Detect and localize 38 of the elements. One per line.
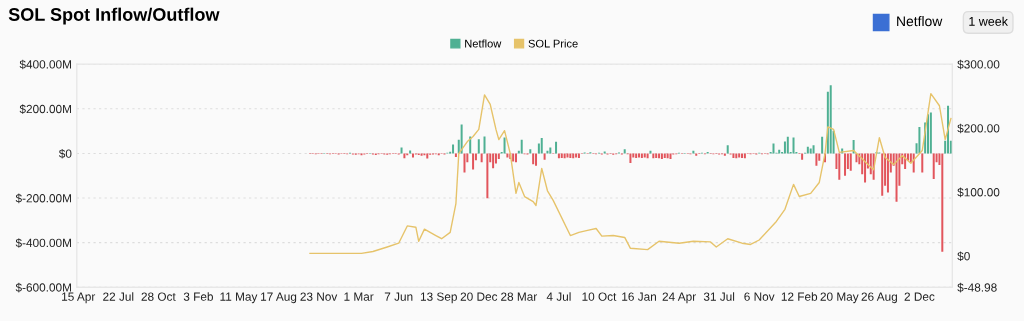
x-tick-label: 28 Mar — [501, 292, 538, 301]
x-tick-label: 24 Apr — [662, 292, 696, 304]
y2-tick-label: $100.00 — [957, 187, 1000, 198]
y2-tick-label: $200.00 — [957, 123, 1000, 134]
x-tick-label: 1 Mar — [344, 292, 374, 301]
y-tick-label: $-400.00M — [15, 238, 71, 248]
x-tick-label: 31 Jul — [703, 292, 735, 301]
x-tick-label: 23 Nov — [300, 292, 338, 301]
y-tick-label: $400.00M — [19, 59, 71, 70]
y-tick-label: $0 — [58, 148, 72, 159]
text: Netflow — [897, 16, 943, 27]
chart-title: SOL Spot Inflow/Outflow — [8, 7, 220, 25]
x-tick-label: 26 Aug — [861, 292, 897, 304]
x-tick-label: 4 Jul — [546, 292, 571, 301]
x-tick-label: 16 Jan — [622, 292, 656, 301]
x-tick-label: 20 May — [820, 292, 859, 304]
x-tick-label: 7 Jun — [384, 292, 413, 301]
y2-tick-label: $-48.98 — [957, 282, 997, 293]
x-tick-label: 11 May — [220, 292, 258, 304]
legend-label: Netflow — [465, 39, 502, 48]
text: 1 week — [969, 16, 1008, 26]
x-tick-label: 20 Dec — [460, 292, 498, 301]
x-tick-label: 10 Oct — [582, 292, 617, 301]
y-tick-label: $200.00M — [19, 104, 71, 114]
x-tick-label: 13 Sep — [420, 292, 457, 304]
x-tick-label: 28 Oct — [141, 292, 176, 301]
x-tick-label: 2 Dec — [904, 292, 935, 301]
x-tick-label: 12 Feb — [781, 292, 818, 301]
x-tick-label: 17 Aug — [261, 292, 297, 304]
y-tick-label: $-600.00M — [15, 282, 71, 293]
y2-tick-label: $300.00 — [957, 59, 1000, 70]
x-tick-label: 3 Feb — [183, 292, 213, 301]
y2-tick-label: $0 — [957, 251, 970, 262]
x-tick-label: 6 Nov — [744, 292, 775, 301]
y-tick-label: $-200.00M — [15, 193, 71, 204]
legend-label: SOL Price — [528, 39, 578, 48]
x-tick-label: 15 Apr — [62, 292, 96, 304]
x-tick-label: 22 Jul — [103, 292, 134, 301]
